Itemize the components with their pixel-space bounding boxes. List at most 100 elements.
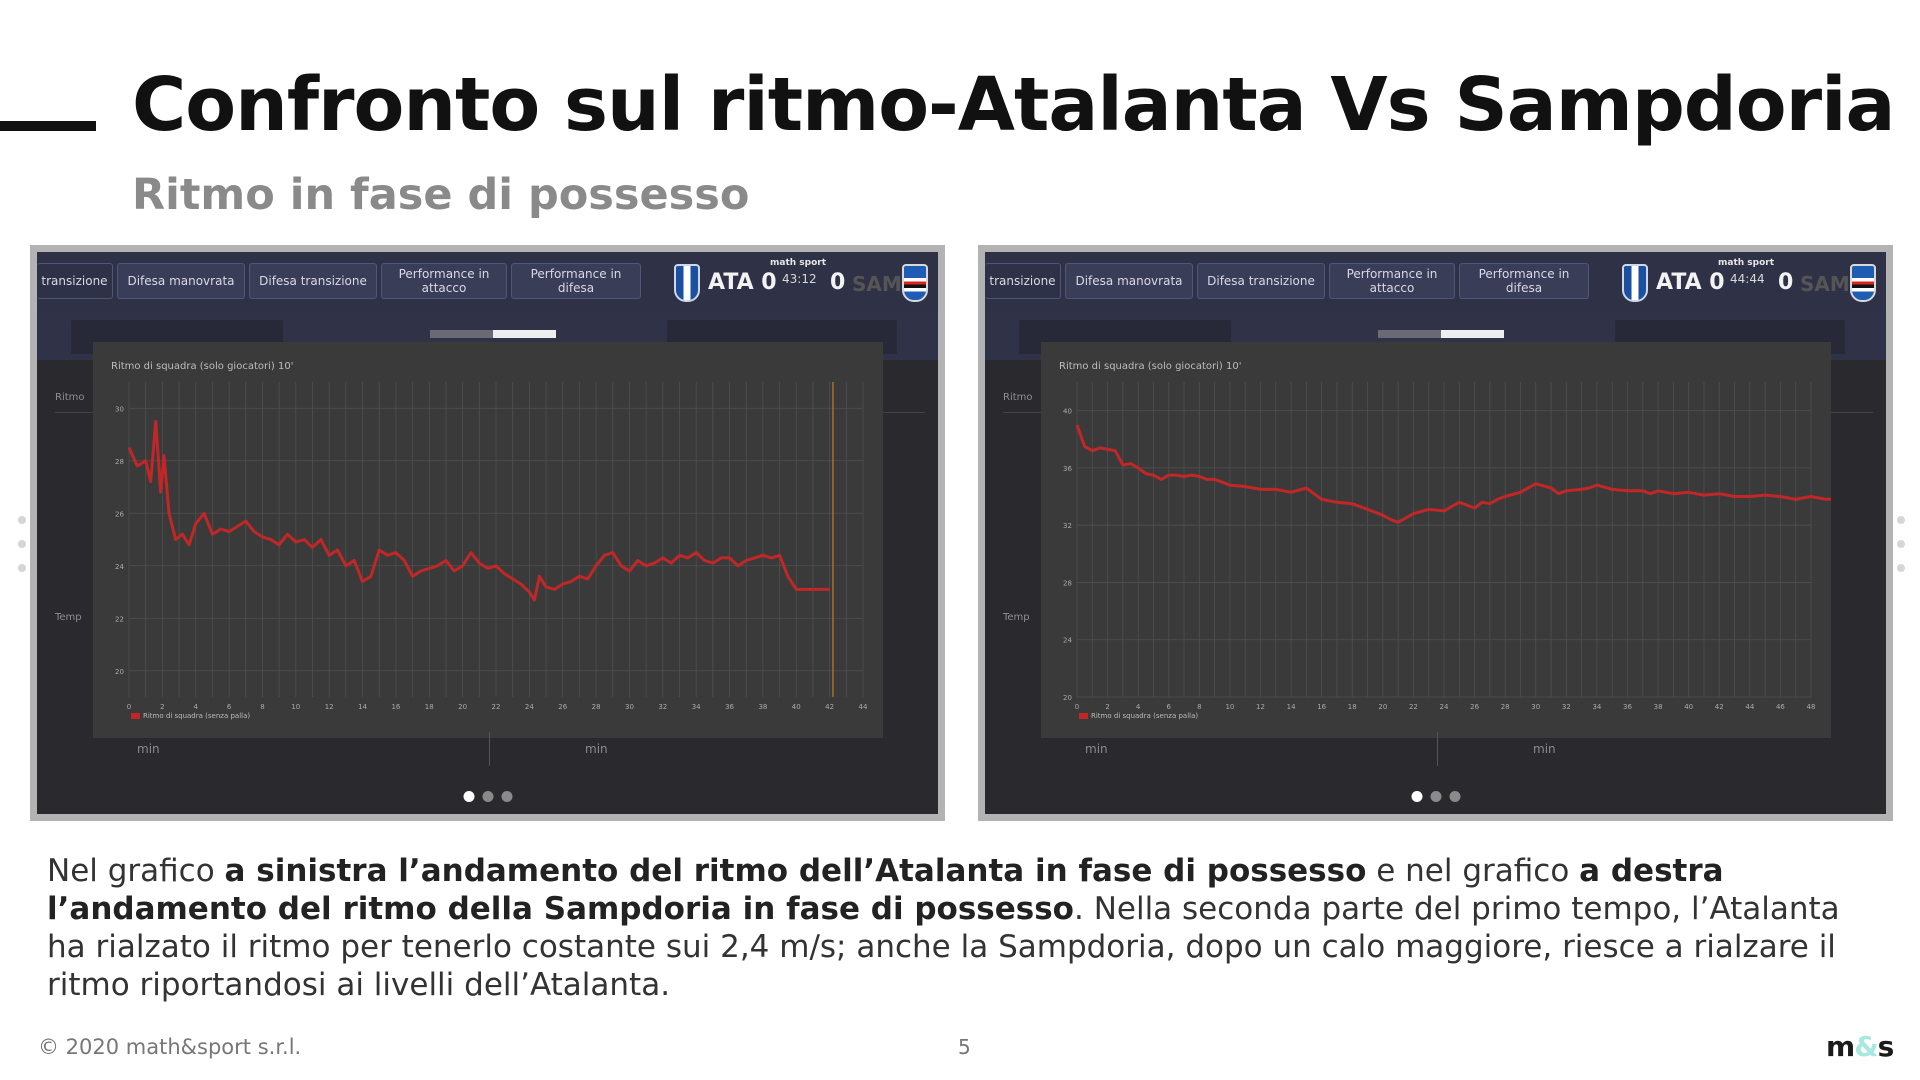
match-clock: 43:12 xyxy=(782,272,817,286)
panel-divider xyxy=(1437,732,1438,766)
carousel-dot[interactable] xyxy=(1897,564,1905,572)
x-tick-label: 10 xyxy=(291,703,300,711)
x-tick-label: 40 xyxy=(1684,703,1693,711)
carousel-dot[interactable] xyxy=(1897,540,1905,548)
paragraph-text: e nel grafico xyxy=(1366,853,1580,889)
description-paragraph: Nel grafico a sinistra l’andamento del r… xyxy=(47,852,1877,1004)
x-tick-label: 24 xyxy=(1440,703,1449,711)
chart-legend: Ritmo di squadra (senza palla) xyxy=(131,712,250,720)
pager-dot[interactable] xyxy=(482,791,493,802)
y-tick-label: 22 xyxy=(115,615,124,623)
carousel-dot[interactable] xyxy=(18,564,26,572)
pager-dot[interactable] xyxy=(1430,791,1441,802)
chart-legend: Ritmo di squadra (senza palla) xyxy=(1079,712,1198,720)
away-score: 0 xyxy=(1778,270,1794,295)
view-toggle[interactable] xyxy=(1378,330,1504,338)
y-tick-label: 20 xyxy=(1063,694,1072,702)
scoreboard: ATA 0 math sport 43:12 0 SAM xyxy=(670,258,932,306)
carousel-dot[interactable] xyxy=(1897,516,1905,524)
x-tick-label: 8 xyxy=(1197,703,1201,711)
tab-difesa-manovrata[interactable]: Difesa manovrata xyxy=(1065,263,1193,299)
pager-dot[interactable] xyxy=(1411,791,1422,802)
x-tick-label: 44 xyxy=(859,703,868,711)
pager-dot[interactable] xyxy=(501,791,512,802)
slide-subtitle: Ritmo in fase di possesso xyxy=(132,170,750,220)
sampdoria-screen: transizione Difesa manovrata Difesa tran… xyxy=(978,245,1893,821)
x-tick-label: 30 xyxy=(625,703,634,711)
right-carousel-dots[interactable] xyxy=(1897,516,1905,588)
x-tick-label: 26 xyxy=(1470,703,1479,711)
x-tick-label: 28 xyxy=(1501,703,1510,711)
tab-performance-attacco[interactable]: Performance in attacco xyxy=(1329,263,1455,299)
x-tick-label: 34 xyxy=(1592,703,1601,711)
tab-difesa-manovrata[interactable]: Difesa manovrata xyxy=(117,263,245,299)
pager-dot[interactable] xyxy=(463,791,474,802)
view-toggle[interactable] xyxy=(430,330,556,338)
carousel-dot[interactable] xyxy=(18,540,26,548)
panel-divider xyxy=(489,732,490,766)
y-tick-label: 26 xyxy=(115,510,124,518)
tab-difesa-transizione[interactable]: Difesa transizione xyxy=(249,263,377,299)
page-number: 5 xyxy=(958,1035,971,1059)
x-tick-label: 42 xyxy=(1715,703,1724,711)
x-tick-label: 6 xyxy=(1167,703,1172,711)
x-tick-label: 42 xyxy=(825,703,834,711)
min-label: min xyxy=(137,742,160,756)
chart-title: Ritmo di squadra (solo giocatori) 10' xyxy=(1059,361,1242,372)
series-line xyxy=(1075,424,1831,524)
screen-pager[interactable] xyxy=(1407,787,1464,806)
home-score: ATA 0 xyxy=(708,270,777,295)
x-tick-label: 0 xyxy=(1075,703,1079,711)
y-tick-label: 20 xyxy=(115,668,124,676)
min-label: min xyxy=(585,742,608,756)
x-tick-label: 36 xyxy=(725,703,734,711)
atalanta-crest-icon xyxy=(674,264,700,302)
x-tick-label: 12 xyxy=(325,703,334,711)
bg-label-ritmo: Ritmo xyxy=(55,392,85,403)
x-tick-label: 12 xyxy=(1256,703,1265,711)
carousel-dot[interactable] xyxy=(18,516,26,524)
tab-performance-difesa[interactable]: Performance in difesa xyxy=(1459,263,1589,299)
x-tick-label: 4 xyxy=(1136,703,1141,711)
x-tick-label: 44 xyxy=(1745,703,1754,711)
x-tick-label: 20 xyxy=(458,703,467,711)
y-tick-label: 36 xyxy=(1063,465,1072,473)
atalanta-screen: transizione Difesa manovrata Difesa tran… xyxy=(30,245,945,821)
copyright: © 2020 math&sport s.r.l. xyxy=(38,1035,302,1059)
bg-label-ritmo: Ritmo xyxy=(1003,392,1033,403)
x-tick-label: 2 xyxy=(1105,703,1109,711)
y-tick-label: 28 xyxy=(1063,579,1072,587)
rhythm-chart: Ritmo di squadra (solo giocatori) 10' 20… xyxy=(93,342,883,738)
title-accent-bar xyxy=(0,121,96,131)
y-tick-label: 24 xyxy=(115,563,124,571)
away-score: 0 xyxy=(830,270,846,295)
match-clock: 44:44 xyxy=(1730,272,1765,286)
series-line xyxy=(127,419,830,602)
slide-title: Confronto sul ritmo-Atalanta Vs Sampdori… xyxy=(132,62,1895,148)
paragraph-text: . Nella seconda parte del primo tempo, l… xyxy=(47,891,1840,1003)
chart-title: Ritmo di squadra (solo giocatori) 10' xyxy=(111,361,294,372)
x-tick-label: 10 xyxy=(1225,703,1234,711)
bg-label-tempo: Temp xyxy=(1003,612,1030,623)
paragraph-emphasis: a destra l’andamento del ritmo della Sam… xyxy=(47,853,1724,927)
sampdoria-crest-icon xyxy=(1850,264,1876,302)
tab-performance-difesa[interactable]: Performance in difesa xyxy=(511,263,641,299)
tab-transizione[interactable]: transizione xyxy=(985,263,1061,299)
x-tick-label: 8 xyxy=(260,703,264,711)
screen-pager[interactable] xyxy=(459,787,516,806)
tab-performance-attacco[interactable]: Performance in attacco xyxy=(381,263,507,299)
left-carousel-dots[interactable] xyxy=(18,516,26,588)
x-tick-label: 0 xyxy=(127,703,131,711)
min-label: min xyxy=(1533,742,1556,756)
app-tab-bar: transizione Difesa manovrata Difesa tran… xyxy=(37,252,938,312)
y-tick-label: 24 xyxy=(1063,637,1072,645)
atalanta-crest-icon xyxy=(1622,264,1648,302)
tab-difesa-transizione[interactable]: Difesa transizione xyxy=(1197,263,1325,299)
x-tick-label: 36 xyxy=(1623,703,1632,711)
x-tick-label: 34 xyxy=(692,703,701,711)
x-tick-label: 14 xyxy=(1287,703,1296,711)
tab-transizione[interactable]: transizione xyxy=(37,263,113,299)
home-score: ATA 0 xyxy=(1656,270,1725,295)
pager-dot[interactable] xyxy=(1449,791,1460,802)
